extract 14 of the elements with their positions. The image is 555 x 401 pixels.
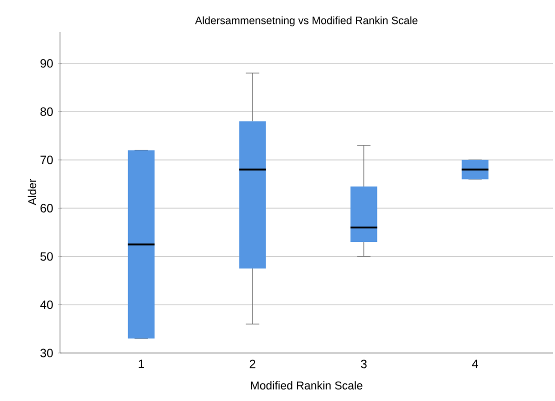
y-axis-title: Alder bbox=[28, 178, 36, 206]
y-tick-label: 60 bbox=[40, 204, 53, 212]
y-tick-label: 30 bbox=[40, 348, 53, 358]
x-tick-label: 2 bbox=[250, 360, 256, 368]
y-tick-label: 90 bbox=[40, 59, 53, 68]
chart-title: Aldersammensetning vs Modified Rankin Scale bbox=[195, 16, 418, 26]
x-axis-title: Modified Rankin Scale bbox=[251, 381, 362, 390]
y-tick-label: 70 bbox=[40, 156, 53, 164]
x-tick-label: 4 bbox=[472, 360, 478, 368]
x-tick-label: 3 bbox=[360, 360, 367, 368]
y-tick-label: 40 bbox=[40, 300, 53, 309]
y-tick-label: 50 bbox=[40, 252, 53, 261]
x-tick-label: 1 bbox=[138, 360, 144, 368]
y-tick-label: 80 bbox=[40, 107, 53, 116]
